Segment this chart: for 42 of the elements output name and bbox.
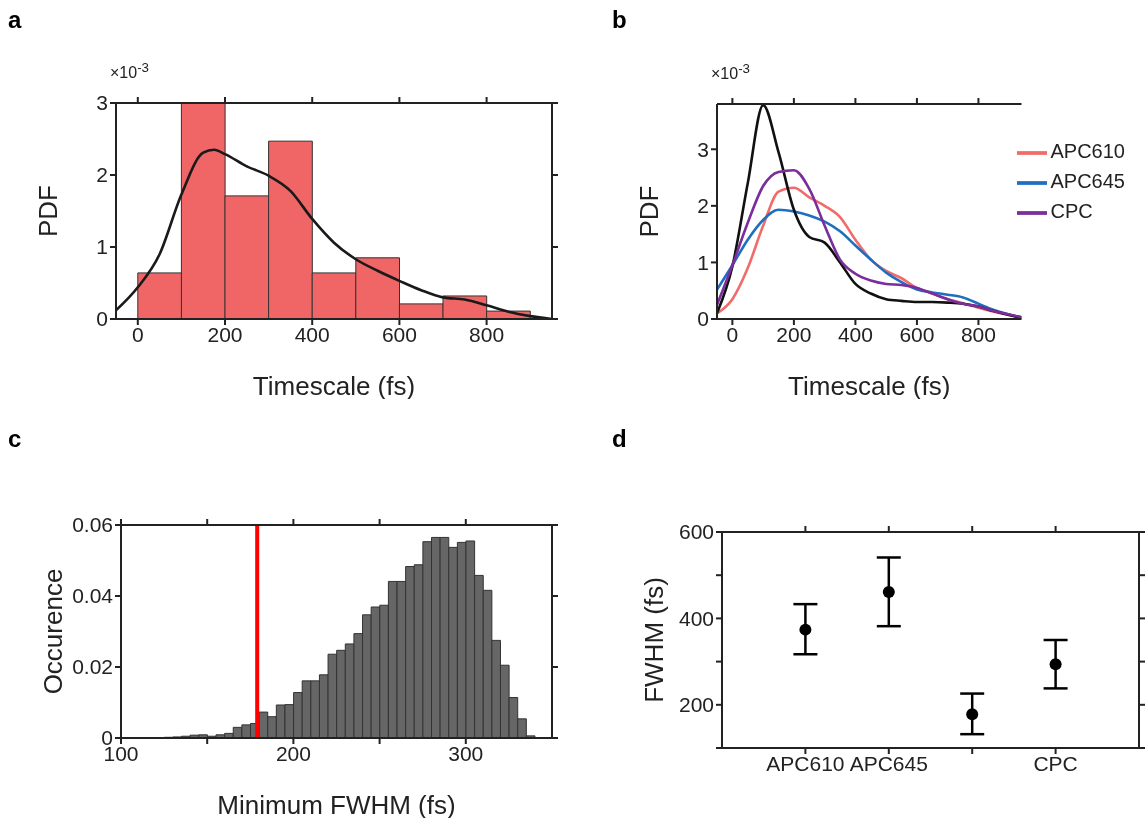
y-tick-label: 3 <box>697 137 709 161</box>
x-tick-label: 200 <box>207 322 243 346</box>
x-tick-label: APC610 <box>766 751 845 775</box>
y-tick-label: 1 <box>96 235 108 259</box>
legend-label: CPC <box>1050 200 1093 223</box>
y-tick-label: 200 <box>678 693 714 717</box>
x-tick-label: 200 <box>275 741 311 765</box>
x-tick-label: 400 <box>837 322 873 346</box>
y-tick-label: 0.02 <box>72 655 113 679</box>
y-axis-title: PDF <box>33 185 64 237</box>
x-tick-label: 800 <box>960 322 996 346</box>
x-tick-label: 0 <box>726 322 739 346</box>
chart-title: b <box>612 6 627 34</box>
y-axis-title: PDF <box>634 185 665 238</box>
y-tick-label: 400 <box>678 606 714 630</box>
y-axis-title: FWHM (fs) <box>639 577 670 703</box>
y-tick-label: 0 <box>96 307 108 331</box>
y-tick-label: 0.04 <box>72 584 114 608</box>
x-tick-label: 200 <box>776 322 812 346</box>
x-tick-label: 600 <box>899 322 935 346</box>
chart-title: a <box>8 6 22 34</box>
text: ×10$^{-3}$ <box>110 60 149 83</box>
x-tick-label: 600 <box>381 322 417 346</box>
x-tick-label: 300 <box>448 741 484 765</box>
x-tick-label: CPC <box>1033 751 1078 775</box>
x-tick-label: 0 <box>131 322 144 346</box>
x-tick-label: APC645 <box>849 751 928 775</box>
chart-title: d <box>612 425 627 453</box>
y-tick-label: 0.06 <box>72 513 113 537</box>
y-tick-label: 600 <box>678 520 714 544</box>
y-tick-label: 1 <box>697 250 709 274</box>
legend-label: APC610 <box>1050 140 1125 163</box>
chart-title: c <box>8 425 22 453</box>
x-tick-label: 800 <box>469 322 505 346</box>
y-tick-label: 2 <box>697 194 709 218</box>
x-tick-label: 400 <box>294 322 330 346</box>
y-axis-title: Occurence <box>38 568 69 695</box>
y-tick-label: 0 <box>697 307 709 331</box>
legend-label: APC645 <box>1050 170 1125 193</box>
y-tick-label: 3 <box>96 91 108 115</box>
y-tick-label: 2 <box>96 163 108 187</box>
text: ×10$^{-3}$ <box>711 61 750 84</box>
